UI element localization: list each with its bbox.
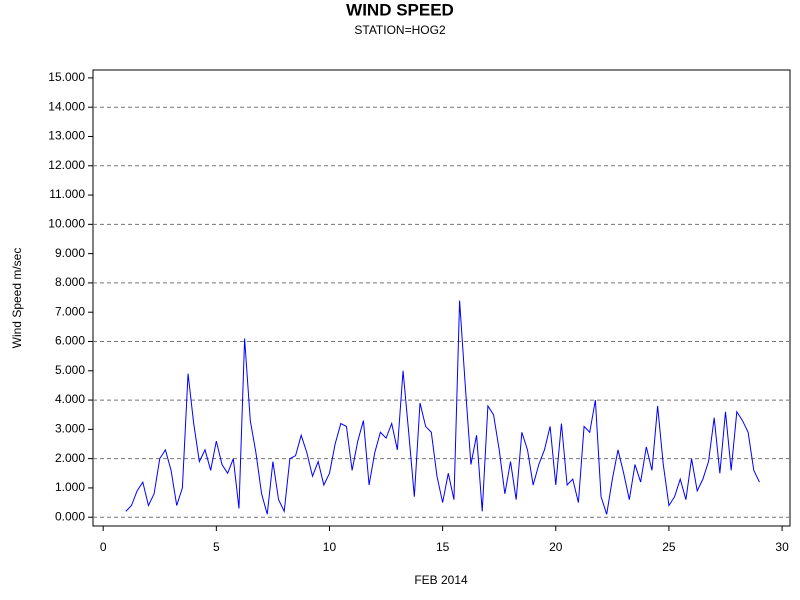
x-axis-label: FEB 2014 <box>414 573 468 587</box>
chart-title: WIND SPEED <box>346 0 454 19</box>
chart-subtitle: STATION=HOG2 <box>354 23 446 37</box>
y-tick-label: 7.000 <box>55 304 85 318</box>
y-tick-label: 1.000 <box>55 480 85 494</box>
y-tick-label: 4.000 <box>55 392 85 406</box>
y-tick-label: 14.000 <box>48 99 85 113</box>
x-tick-label: 30 <box>775 540 789 554</box>
x-tick-label: 20 <box>549 540 563 554</box>
y-tick-label: 8.000 <box>55 275 85 289</box>
y-tick-label: 15.000 <box>48 70 85 84</box>
y-tick-label: 6.000 <box>55 334 85 348</box>
y-tick-label: 9.000 <box>55 246 85 260</box>
x-tick-label: 15 <box>436 540 450 554</box>
y-tick-label: 11.000 <box>49 187 85 201</box>
y-tick-label: 0.000 <box>55 509 85 523</box>
x-tick-label: 10 <box>323 540 337 554</box>
y-axis-label: Wind Speed m/sec <box>10 248 24 349</box>
data-line <box>125 300 760 515</box>
x-tick-label: 0 <box>100 540 107 554</box>
y-tick-label: 12.000 <box>48 158 85 172</box>
plot-frame <box>92 69 791 527</box>
y-tick-label: 5.000 <box>55 363 85 377</box>
x-tick-label: 25 <box>662 540 676 554</box>
y-tick-label: 3.000 <box>55 422 85 436</box>
x-tick-label: 5 <box>213 540 220 554</box>
y-tick-label: 2.000 <box>55 451 85 465</box>
y-tick-label: 13.000 <box>48 129 85 143</box>
y-tick-label: 10.000 <box>48 217 85 231</box>
